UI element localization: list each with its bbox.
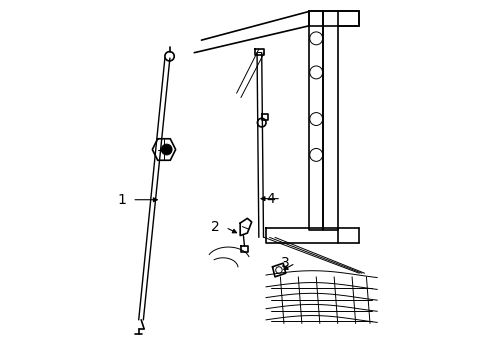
Circle shape [161,144,172,155]
Polygon shape [272,263,285,277]
Polygon shape [241,246,247,252]
Polygon shape [254,49,264,55]
Text: 2: 2 [210,220,219,234]
Polygon shape [152,139,175,160]
Polygon shape [308,12,359,26]
Polygon shape [262,114,267,120]
Text: 3: 3 [280,256,289,270]
Polygon shape [323,12,337,230]
Polygon shape [308,12,323,230]
Text: 4: 4 [265,192,274,206]
Text: 1: 1 [117,193,126,207]
Polygon shape [240,219,251,235]
Polygon shape [265,228,337,243]
